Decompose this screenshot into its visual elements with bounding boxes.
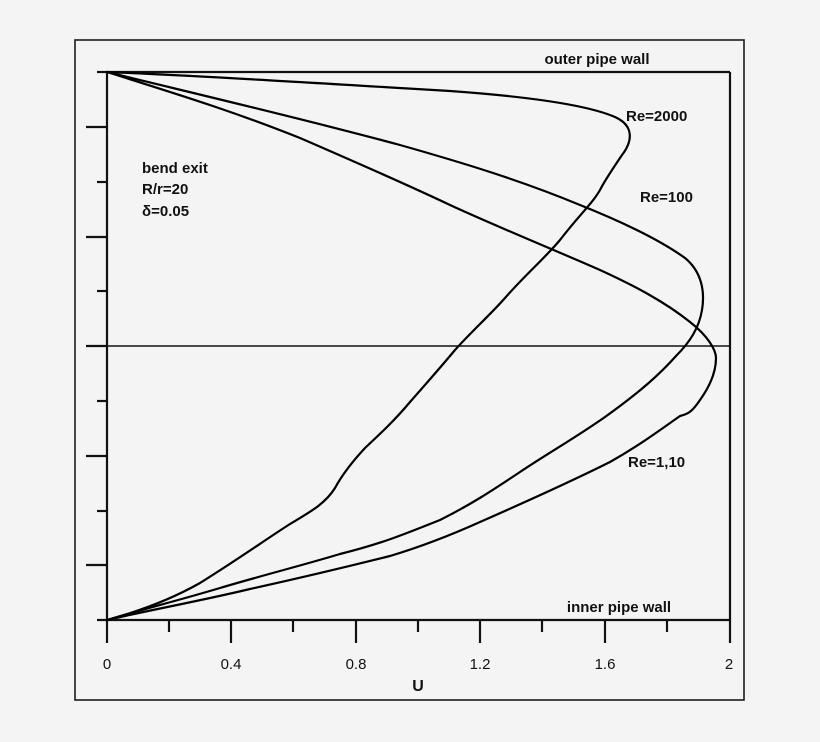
- x-tick-label: 2: [725, 656, 733, 673]
- curve-re1-10: [105, 70, 718, 622]
- curve-re2000: [105, 70, 631, 622]
- x-tick-label: 1.2: [470, 656, 491, 673]
- info-bend-exit: bend exit: [142, 160, 208, 177]
- info-radius-ratio: R/r=20: [142, 181, 188, 198]
- info-delta: δ=0.05: [142, 203, 189, 220]
- series-label-re100: Re=100: [640, 189, 693, 206]
- y-ticks: [86, 125, 107, 567]
- series-label-re2000: Re=2000: [626, 108, 687, 125]
- x-axis-label: U: [412, 678, 424, 695]
- outer-wall-label: outer pipe wall: [544, 51, 649, 68]
- x-tick-label: 1.6: [595, 656, 616, 673]
- curve-re100: [105, 70, 705, 622]
- x-tick-label: 0: [103, 656, 111, 673]
- inner-wall-label: inner pipe wall: [567, 599, 671, 616]
- x-ticks: [105, 620, 732, 643]
- x-tick-label: 0.4: [221, 656, 242, 673]
- figure-frame: [74, 39, 745, 701]
- series-label-re1-10: Re=1,10: [628, 454, 685, 471]
- x-tick-label: 0.8: [346, 656, 367, 673]
